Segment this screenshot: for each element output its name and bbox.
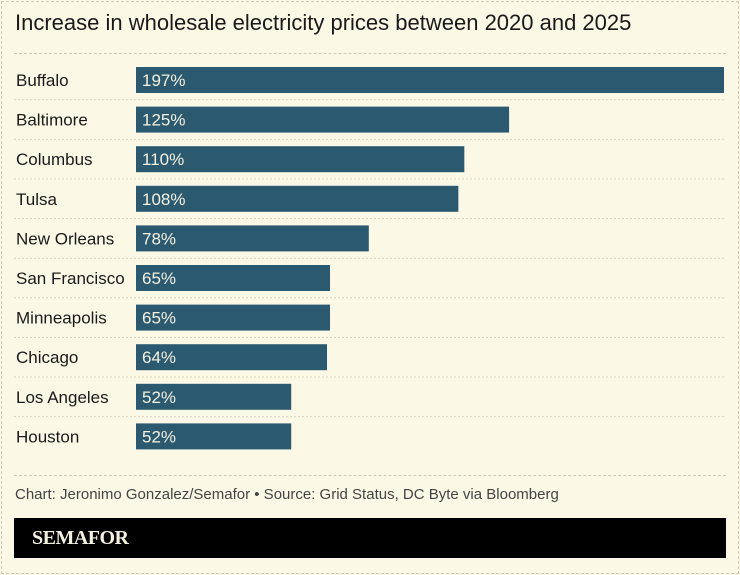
- value-label: 52%: [142, 388, 176, 407]
- title-divider: [14, 53, 726, 54]
- category-label: New Orleans: [16, 229, 114, 248]
- bar: [136, 344, 328, 371]
- category-label: Tulsa: [16, 190, 57, 209]
- bar: [136, 146, 465, 173]
- value-label: 197%: [142, 71, 185, 90]
- category-label: Baltimore: [16, 111, 88, 130]
- value-label: 64%: [142, 348, 176, 367]
- category-label: Chicago: [16, 348, 78, 367]
- bar: [136, 106, 510, 133]
- chart-title: Increase in wholesale electricity prices…: [15, 10, 632, 35]
- bar: [136, 225, 369, 252]
- value-label: 65%: [142, 269, 176, 288]
- bar: [136, 265, 331, 291]
- value-label: 65%: [142, 309, 176, 328]
- category-label: Minneapolis: [16, 309, 107, 328]
- bar-chart: Buffalo 197% Baltimore 125% Columbus 110% Tuls…: [14, 67, 726, 450]
- bar: [136, 383, 292, 410]
- bar: [136, 67, 724, 93]
- value-label: 108%: [142, 190, 185, 209]
- category-label: Los Angeles: [16, 388, 109, 407]
- value-label: 110%: [142, 150, 184, 169]
- bar: [136, 185, 459, 212]
- value-label: 125%: [142, 111, 185, 130]
- value-label: 78%: [142, 229, 176, 248]
- value-label: 52%: [142, 427, 176, 446]
- bar: [136, 423, 292, 450]
- category-label: San Francisco: [16, 269, 125, 288]
- category-label: Buffalo: [16, 71, 69, 90]
- category-label: Columbus: [16, 150, 93, 169]
- category-label: Houston: [16, 427, 79, 446]
- bar: [136, 304, 331, 331]
- semafor-logo: SEMAFOR: [32, 527, 129, 549]
- footer-bar: SEMAFOR: [14, 518, 726, 558]
- chart-credit: Chart: Jeronimo Gonzalez/Semafor • Sourc…: [15, 486, 559, 503]
- credit-divider: [14, 475, 726, 476]
